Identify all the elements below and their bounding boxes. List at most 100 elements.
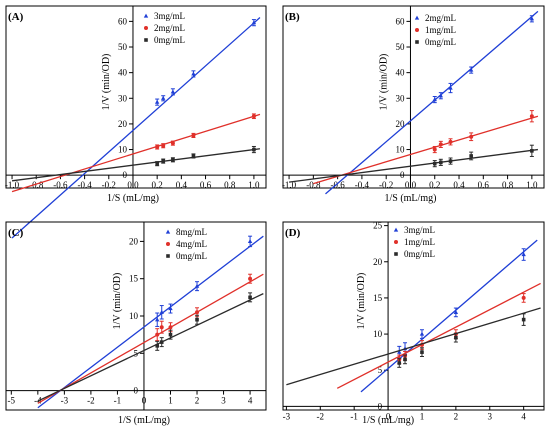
x-tick-label: 0.2	[429, 180, 440, 190]
fit-line	[37, 273, 264, 404]
data-point	[521, 252, 526, 257]
panel-label: (B)	[285, 11, 300, 23]
data-point	[420, 350, 424, 354]
y-axis-title: 1/V (min/OD)	[101, 54, 112, 111]
x-axis-title: 1/S (mL/mg)	[384, 193, 436, 204]
y-tick-label: 5	[133, 348, 138, 358]
series-circle	[37, 273, 264, 404]
legend-marker	[415, 40, 419, 44]
y-tick-label: 15	[373, 293, 383, 303]
data-point	[448, 85, 453, 90]
data-point	[397, 361, 402, 365]
y-tick-label: 10	[395, 145, 405, 155]
y-tick-label: 20	[118, 119, 128, 129]
fit-line	[288, 148, 539, 183]
data-point	[168, 306, 173, 311]
x-tick-label: -0.8	[306, 180, 321, 190]
data-point	[248, 276, 253, 281]
y-tick-label: 20	[395, 119, 405, 129]
series-square	[11, 145, 261, 182]
x-tick-label: -0.6	[53, 180, 68, 190]
x-tick-label: -0.8	[29, 180, 44, 190]
data-point	[251, 114, 256, 119]
fit-line	[37, 235, 264, 409]
legend-marker	[165, 229, 171, 234]
x-tick-label: -2	[87, 396, 95, 406]
x-tick-label: -3	[61, 396, 69, 406]
panel-label: (A)	[8, 11, 24, 23]
x-axis-title: 1/S (mL/mg)	[118, 415, 170, 426]
fit-line	[325, 10, 539, 195]
x-tick-label: 0.2	[152, 180, 163, 190]
x-tick-label: 1	[168, 396, 173, 406]
y-tick-label: 10	[373, 329, 383, 339]
fit-line	[11, 17, 261, 239]
y-axis-title: 1/V (min/OD)	[112, 273, 123, 330]
x-tick-label: 1	[420, 411, 425, 421]
fit-line	[336, 282, 541, 389]
legend-label: 1mg/mL	[404, 237, 435, 247]
x-tick-label: -0.2	[102, 180, 116, 190]
chart-panel-1: -1.0 -0.8 -0.6 -0.4 -0.2 0.0 0.2 0.4 0.6 0.8 1.0 0 1…	[5, 5, 267, 239]
series-square	[286, 307, 541, 386]
series-circle	[313, 110, 539, 185]
data-point	[155, 317, 160, 322]
legend-marker	[394, 240, 398, 244]
x-tick-label: 0	[386, 411, 391, 421]
data-point	[252, 147, 256, 152]
y-tick-label: 0	[378, 401, 383, 411]
data-point	[403, 357, 407, 362]
fit-line	[360, 239, 538, 393]
x-tick-label: -1	[114, 396, 122, 406]
fit-line	[11, 113, 261, 193]
legend-label: 2mg/mL	[154, 23, 185, 33]
x-tick-label: 0.0	[405, 180, 417, 190]
x-tick-label: 3	[488, 411, 493, 421]
data-point	[155, 161, 159, 166]
data-point	[159, 340, 164, 344]
data-point	[438, 142, 443, 147]
y-tick-label: 20	[373, 257, 383, 267]
series-triangle	[11, 17, 261, 239]
legend-label: 0mg/mL	[425, 37, 456, 47]
data-point	[453, 309, 459, 314]
y-tick-label: 5	[378, 365, 383, 375]
data-point	[469, 154, 473, 158]
data-point	[195, 317, 199, 322]
x-tick-label: -1	[350, 411, 358, 421]
y-tick-label: 0	[400, 170, 405, 180]
data-point	[251, 20, 257, 25]
panel-label: (C)	[8, 227, 24, 239]
y-tick-label: 30	[395, 93, 405, 103]
data-point	[168, 325, 173, 330]
data-point	[191, 154, 196, 158]
fit-line	[313, 115, 539, 185]
data-point	[154, 99, 160, 104]
series-square	[37, 292, 264, 402]
x-tick-label: 4	[248, 396, 253, 406]
x-tick-label: 4	[521, 411, 526, 421]
y-tick-label: 40	[118, 68, 128, 78]
data-point	[195, 310, 200, 315]
data-point	[468, 67, 474, 72]
data-point	[438, 93, 444, 98]
x-tick-label: -0.4	[77, 180, 92, 190]
data-point	[448, 139, 453, 144]
legend-marker	[166, 242, 170, 246]
data-point	[439, 160, 443, 165]
x-tick-label: 0.6	[200, 180, 212, 190]
x-tick-label: 0.8	[224, 180, 236, 190]
legend-marker	[166, 254, 170, 258]
y-tick-label: 50	[118, 42, 128, 52]
y-tick-label: 20	[129, 236, 139, 246]
legend-marker	[144, 38, 148, 42]
legend-marker	[394, 252, 398, 256]
legend-label: 3mg/mL	[154, 11, 185, 21]
x-tick-label: -0.6	[331, 180, 346, 190]
data-point	[432, 97, 437, 102]
x-tick-label: 2	[195, 396, 200, 406]
data-point	[247, 238, 253, 243]
chart-panel-4: -3 -2 -1 0 1 2 3 4 0 5 10 15 20 25 1/S (mL/mg) 1/V (min…	[282, 221, 545, 426]
data-point	[191, 71, 196, 76]
